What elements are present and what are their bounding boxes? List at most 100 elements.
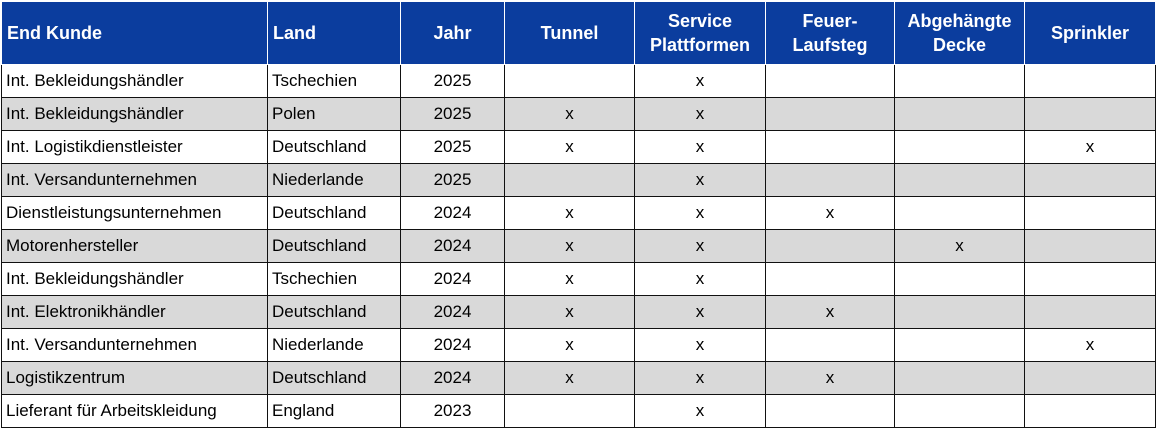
cell-service-plattformen: x	[634, 361, 766, 395]
cell-feuer-laufsteg: x	[765, 196, 895, 230]
cell-abgehaengte-decke	[894, 262, 1025, 296]
cell-abgehaengte-decke	[894, 163, 1025, 197]
cell-jahr: 2024	[400, 295, 505, 329]
cell-land: Tschechien	[267, 262, 401, 296]
table-row: Int. Bekleidungshändler Tschechien 2024 x x	[1, 262, 1156, 296]
cell-feuer-laufsteg	[765, 328, 895, 362]
cell-jahr: 2024	[400, 328, 505, 362]
cell-sprinkler	[1024, 64, 1156, 98]
table-row: Int. Bekleidungshändler Tschechien 2025 x	[1, 64, 1156, 98]
cell-feuer-laufsteg	[765, 262, 895, 296]
cell-tunnel	[504, 394, 635, 428]
cell-tunnel: x	[504, 229, 635, 263]
table-row: Dienstleistungsunternehmen Deutschland 202…	[1, 196, 1156, 230]
cell-jahr: 2025	[400, 130, 505, 164]
cell-jahr: 2025	[400, 163, 505, 197]
table-row: Lieferant für Arbeitskleidung England 2023…	[1, 394, 1156, 428]
header-land: Land	[267, 1, 401, 65]
cell-abgehaengte-decke	[894, 64, 1025, 98]
cell-tunnel: x	[504, 196, 635, 230]
cell-jahr: 2024	[400, 196, 505, 230]
cell-tunnel: x	[504, 361, 635, 395]
cell-service-plattformen: x	[634, 262, 766, 296]
cell-land: Polen	[267, 97, 401, 131]
cell-service-plattformen: x	[634, 163, 766, 197]
cell-service-plattformen: x	[634, 130, 766, 164]
cell-service-plattformen: x	[634, 328, 766, 362]
table-row: Int. Bekleidungshändler Polen 2025 x x	[1, 97, 1156, 131]
cell-abgehaengte-decke	[894, 328, 1025, 362]
header-abgehaengte-decke: Abgehängte Decke	[894, 1, 1025, 65]
cell-sprinkler	[1024, 262, 1156, 296]
cell-abgehaengte-decke	[894, 295, 1025, 329]
cell-jahr: 2024	[400, 361, 505, 395]
cell-jahr: 2025	[400, 97, 505, 131]
table-row: Int. Versandunternehmen Niederlande 2025 x	[1, 163, 1156, 197]
cell-abgehaengte-decke	[894, 97, 1025, 131]
cell-abgehaengte-decke	[894, 361, 1025, 395]
cell-tunnel	[504, 163, 635, 197]
table-row: Motorenhersteller Deutschland 2024 x x x	[1, 229, 1156, 263]
header-end-kunde: End Kunde	[1, 1, 268, 65]
cell-sprinkler	[1024, 394, 1156, 428]
cell-tunnel	[504, 64, 635, 98]
cell-tunnel: x	[504, 262, 635, 296]
cell-feuer-laufsteg	[765, 163, 895, 197]
cell-end-kunde: Motorenhersteller	[1, 229, 268, 263]
cell-land: Tschechien	[267, 64, 401, 98]
cell-service-plattformen: x	[634, 97, 766, 131]
header-sprinkler: Sprinkler	[1024, 1, 1156, 65]
table-row: Int. Logistikdienstleister Deutschland 202…	[1, 130, 1156, 164]
cell-tunnel: x	[504, 295, 635, 329]
header-service-plattformen: Service Plattformen	[634, 1, 766, 65]
cell-tunnel: x	[504, 97, 635, 131]
cell-service-plattformen: x	[634, 295, 766, 329]
cell-jahr: 2024	[400, 229, 505, 263]
cell-service-plattformen: x	[634, 394, 766, 428]
cell-abgehaengte-decke	[894, 394, 1025, 428]
table-row: Int. Elektronikhändler Deutschland 2024 x x x	[1, 295, 1156, 329]
cell-sprinkler	[1024, 196, 1156, 230]
cell-sprinkler	[1024, 229, 1156, 263]
cell-sprinkler	[1024, 361, 1156, 395]
cell-feuer-laufsteg	[765, 229, 895, 263]
cell-sprinkler	[1024, 97, 1156, 131]
cell-end-kunde: Lieferant für Arbeitskleidung	[1, 394, 268, 428]
cell-end-kunde: Int. Bekleidungshändler	[1, 97, 268, 131]
header-jahr: Jahr	[400, 1, 505, 65]
cell-abgehaengte-decke	[894, 130, 1025, 164]
cell-land: Niederlande	[267, 163, 401, 197]
cell-end-kunde: Int. Bekleidungshändler	[1, 262, 268, 296]
cell-tunnel: x	[504, 130, 635, 164]
cell-land: Deutschland	[267, 295, 401, 329]
cell-end-kunde: Int. Elektronikhändler	[1, 295, 268, 329]
cell-feuer-laufsteg	[765, 130, 895, 164]
cell-jahr: 2023	[400, 394, 505, 428]
cell-sprinkler	[1024, 163, 1156, 197]
cell-land: England	[267, 394, 401, 428]
cell-tunnel: x	[504, 328, 635, 362]
header-row: End Kunde Land Jahr Tunnel Service Platt…	[1, 1, 1156, 65]
cell-jahr: 2025	[400, 64, 505, 98]
cell-end-kunde: Logistikzentrum	[1, 361, 268, 395]
cell-sprinkler: x	[1024, 130, 1156, 164]
cell-land: Deutschland	[267, 130, 401, 164]
cell-feuer-laufsteg	[765, 64, 895, 98]
cell-end-kunde: Int. Versandunternehmen	[1, 328, 268, 362]
cell-feuer-laufsteg: x	[765, 361, 895, 395]
cell-sprinkler	[1024, 295, 1156, 329]
cell-end-kunde: Int. Versandunternehmen	[1, 163, 268, 197]
cell-feuer-laufsteg	[765, 97, 895, 131]
cell-land: Deutschland	[267, 229, 401, 263]
header-tunnel: Tunnel	[504, 1, 635, 65]
cell-land: Niederlande	[267, 328, 401, 362]
cell-land: Deutschland	[267, 361, 401, 395]
cell-end-kunde: Int. Bekleidungshändler	[1, 64, 268, 98]
cell-sprinkler: x	[1024, 328, 1156, 362]
cell-jahr: 2024	[400, 262, 505, 296]
cell-abgehaengte-decke	[894, 196, 1025, 230]
cell-service-plattformen: x	[634, 64, 766, 98]
cell-end-kunde: Dienstleistungsunternehmen	[1, 196, 268, 230]
